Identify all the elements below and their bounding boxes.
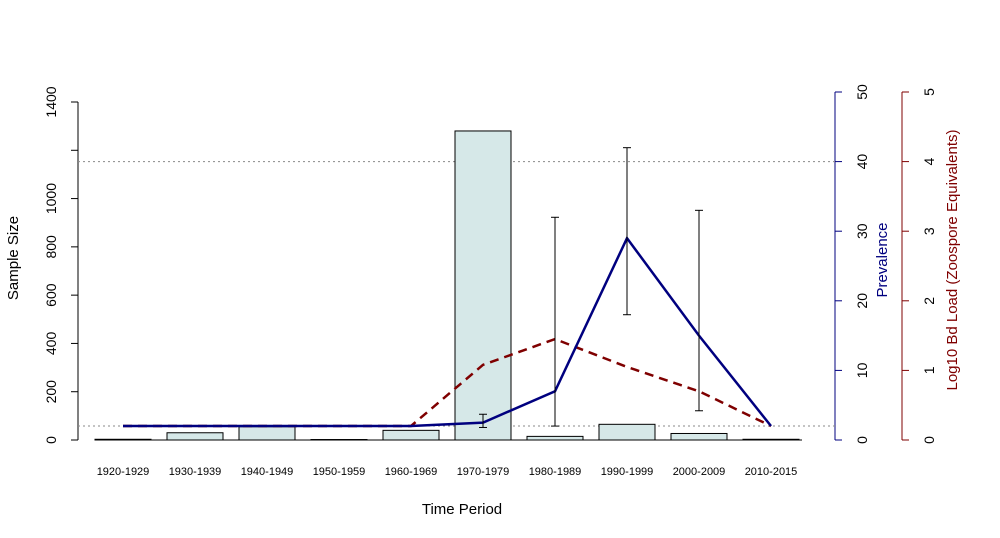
bd-load-tick-label: 5 — [921, 88, 937, 96]
bd-load-tick-label: 3 — [921, 227, 937, 235]
x-tick-label: 1950-1959 — [313, 466, 366, 478]
x-axis: 1920-1929 1930-1939 1940-1949 1950-1959 1960… — [97, 439, 802, 478]
sample-size-bar — [670, 432, 728, 441]
prevalence-tick-label: 40 — [854, 154, 870, 170]
sample-size-bar — [382, 429, 440, 441]
x-tick-label: 2010-2015 — [745, 466, 798, 478]
prevalence-line — [123, 235, 772, 428]
sample-size-bar — [238, 426, 296, 441]
series-lines — [123, 235, 772, 428]
sample-size-bar — [526, 435, 584, 441]
left-tick-label: 1000 — [43, 183, 59, 214]
x-tick-label: 1980-1989 — [529, 466, 582, 478]
sample-size-bar — [166, 432, 224, 441]
x-tick-label: 1940-1949 — [241, 466, 294, 478]
prevalence-tick-label: 10 — [854, 362, 870, 378]
sample-size-bar — [598, 423, 656, 441]
bd-load-tick-label: 0 — [921, 436, 937, 444]
x-tick-label: 1960-1969 — [385, 466, 438, 478]
x-tick-label: 2000-2009 — [673, 466, 726, 478]
left-axis-title: Sample Size — [5, 216, 22, 300]
left-tick-label: 1400 — [43, 86, 59, 117]
prevalence-axis: 0 10 20 30 40 50 — [834, 84, 870, 444]
left-tick-label: 200 — [43, 380, 59, 404]
left-tick-label: 400 — [43, 332, 59, 356]
bd-load-line — [123, 337, 772, 428]
prevalence-tick-label: 20 — [854, 293, 870, 309]
x-tick-label: 1920-1929 — [97, 466, 150, 478]
bd-load-axis: 0 1 2 3 4 5 — [901, 88, 937, 444]
prevalence-axis-title: Prevalence — [874, 222, 891, 297]
error-bars — [479, 147, 703, 428]
left-tick-label: 0 — [43, 436, 59, 444]
sample-size-bars — [94, 130, 800, 441]
prevalence-tick-label: 30 — [854, 223, 870, 239]
x-tick-label: 1930-1939 — [169, 466, 222, 478]
bd-load-axis-title: Log10 Bd Load (Zoospore Equivalents) — [944, 129, 961, 390]
x-axis-title: Time Period — [422, 501, 502, 518]
left-tick-label: 800 — [43, 235, 59, 259]
sample-size-bar — [454, 130, 512, 441]
bd-load-tick-label: 1 — [921, 366, 937, 374]
x-tick-label: 1990-1999 — [601, 466, 654, 478]
left-tick-label: 600 — [43, 283, 59, 307]
prevalence-tick-label: 50 — [854, 84, 870, 100]
x-tick-label: 1970-1979 — [457, 466, 510, 478]
bd-load-tick-label: 4 — [921, 157, 937, 165]
prevalence-tick-label: 0 — [854, 436, 870, 444]
bd-load-tick-label: 2 — [921, 297, 937, 305]
sample-size-axis: 0 200 400 600 800 1000 1400 — [43, 86, 79, 444]
